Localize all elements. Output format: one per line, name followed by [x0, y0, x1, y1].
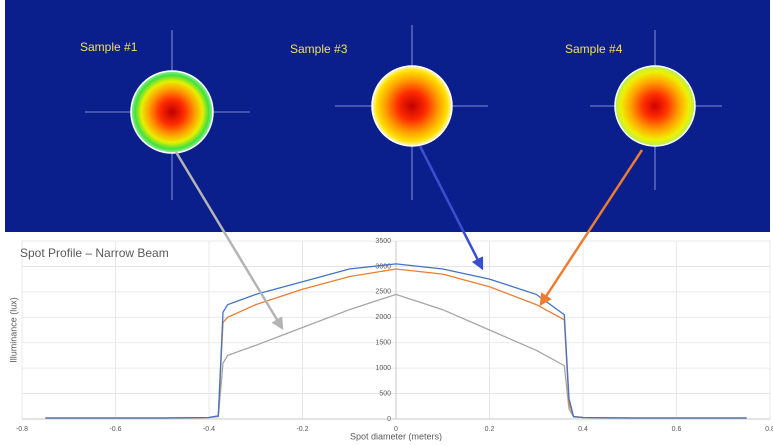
- y-tick-label: 500: [379, 390, 391, 397]
- spot-3: [372, 66, 452, 146]
- y-axis-label: Illuminance (lux): [8, 297, 18, 363]
- x-tick-label: 0.4: [578, 426, 588, 433]
- chart-title: Spot Profile – Narrow Beam: [20, 246, 169, 260]
- x-tick-label: -0.8: [16, 426, 28, 433]
- y-tick-label: 1500: [375, 340, 391, 347]
- x-tick-label: -0.4: [203, 426, 215, 433]
- y-tick-label: 3500: [375, 238, 391, 245]
- sample-label: Sample #4: [565, 42, 623, 56]
- y-tick-label: 2500: [375, 289, 391, 296]
- sample-label: Sample #3: [290, 42, 348, 56]
- x-tick-label: -0.6: [109, 426, 121, 433]
- x-tick-label: 0.8: [765, 426, 773, 433]
- spot-4: [615, 66, 695, 146]
- x-axis-label: Spot diameter (meters): [350, 431, 442, 441]
- page: Sample #1 Sample #3 Sample #4 -0.8 -0.6 -0…: [0, 0, 773, 441]
- y-tick-label: 2000: [375, 314, 391, 321]
- y-tick-label: 1000: [375, 365, 391, 372]
- plot: -0.8-0.6-0.4-0.200.20.40.60.805001000150…: [16, 238, 773, 433]
- x-tick-label: -0.2: [296, 426, 308, 433]
- x-tick-label: 0.2: [485, 426, 495, 433]
- spot-1: [131, 71, 213, 153]
- sample-label: Sample #1: [80, 40, 138, 54]
- x-tick-label: 0.6: [672, 426, 682, 433]
